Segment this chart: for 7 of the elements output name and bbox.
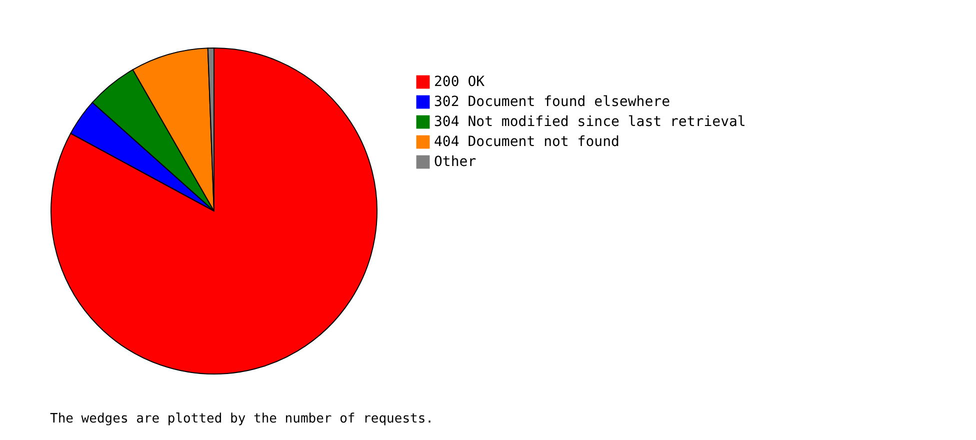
legend-label: Other (434, 154, 476, 170)
legend-label: 302 Document found elsewhere (434, 94, 670, 110)
legend-label: 304 Not modified since last retrieval (434, 114, 746, 130)
legend-label: 200 OK (434, 74, 486, 90)
legend-label: 404 Document not found (434, 134, 620, 150)
pie-slice (50, 48, 378, 374)
text: The wedges are plotted by the number of requests. (50, 412, 434, 426)
